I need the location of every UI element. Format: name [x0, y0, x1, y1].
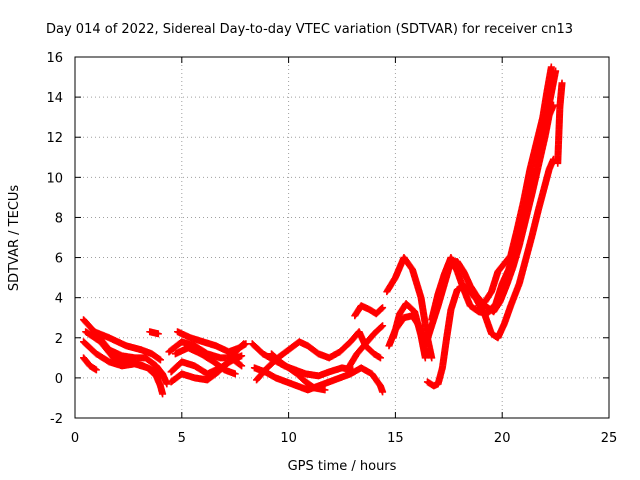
- data-point-marker: [379, 388, 387, 396]
- series-track-24: [475, 63, 555, 310]
- y-axis-label: SDTVAR / TECUs: [7, 185, 22, 292]
- x-tick-label: 25: [601, 431, 618, 446]
- series-track-20: [385, 312, 427, 350]
- series-track-6: [146, 328, 162, 338]
- data-point-marker: [242, 340, 250, 348]
- x-tick-label: 10: [280, 431, 297, 446]
- data-point-marker: [376, 354, 384, 362]
- series-track-11: [171, 344, 239, 378]
- data-point-marker: [428, 354, 436, 362]
- series-track-21: [423, 155, 557, 390]
- y-tick-label: 10: [46, 171, 63, 186]
- data-point-marker: [378, 323, 386, 331]
- chart-title: Day 014 of 2022, Sidereal Day-to-day VTE…: [46, 22, 573, 37]
- y-tick-label: 8: [55, 211, 63, 226]
- series-track-15: [268, 350, 329, 394]
- y-tick-label: 2: [55, 332, 63, 347]
- data-point-marker: [379, 304, 387, 312]
- series-track-16: [344, 322, 387, 372]
- y-tick-label: 0: [55, 372, 63, 387]
- data-point-marker: [421, 354, 429, 362]
- y-tick-label: 4: [55, 292, 63, 307]
- x-tick-label: 5: [178, 431, 186, 446]
- data-point-marker: [321, 386, 329, 394]
- data-point-marker: [547, 63, 555, 71]
- data-point-marker: [238, 362, 246, 370]
- data-point-marker: [154, 330, 162, 338]
- x-axis-label: GPS time / hours: [288, 459, 397, 474]
- data-point-marker: [156, 356, 164, 364]
- series-track-17: [351, 302, 387, 320]
- x-tick-label: 0: [71, 431, 79, 446]
- series-track-10: [174, 328, 250, 356]
- plot-frame: [74, 56, 610, 419]
- y-tick-label: 16: [46, 51, 63, 66]
- series-track-4: [80, 354, 100, 374]
- y-tick-label: -2: [50, 412, 63, 427]
- axis-ticks: 0 5 10 15 20 25 -2 0 2 4 6 8 10 12 14 16: [46, 51, 617, 446]
- y-tick-label: 14: [46, 91, 63, 106]
- x-tick-label: 20: [494, 431, 511, 446]
- series-track-25: [554, 79, 566, 167]
- data-point-marker: [378, 305, 386, 313]
- x-tick-label: 15: [387, 431, 404, 446]
- series-track-5: [90, 328, 164, 364]
- series-track-14: [253, 328, 384, 384]
- data-point-marker: [238, 352, 246, 360]
- data-point-marker: [558, 79, 566, 87]
- data-point-marker: [92, 366, 100, 374]
- data-point-marker: [231, 370, 239, 378]
- data-point-marker: [159, 390, 167, 398]
- series-track-3: [80, 338, 167, 398]
- series-track-18: [383, 254, 436, 362]
- data-point-marker: [163, 380, 171, 388]
- data-points: [80, 63, 566, 398]
- y-tick-label: 12: [46, 131, 63, 146]
- data-point-marker: [237, 361, 245, 369]
- y-tick-label: 6: [55, 252, 63, 267]
- data-point-marker: [379, 322, 387, 330]
